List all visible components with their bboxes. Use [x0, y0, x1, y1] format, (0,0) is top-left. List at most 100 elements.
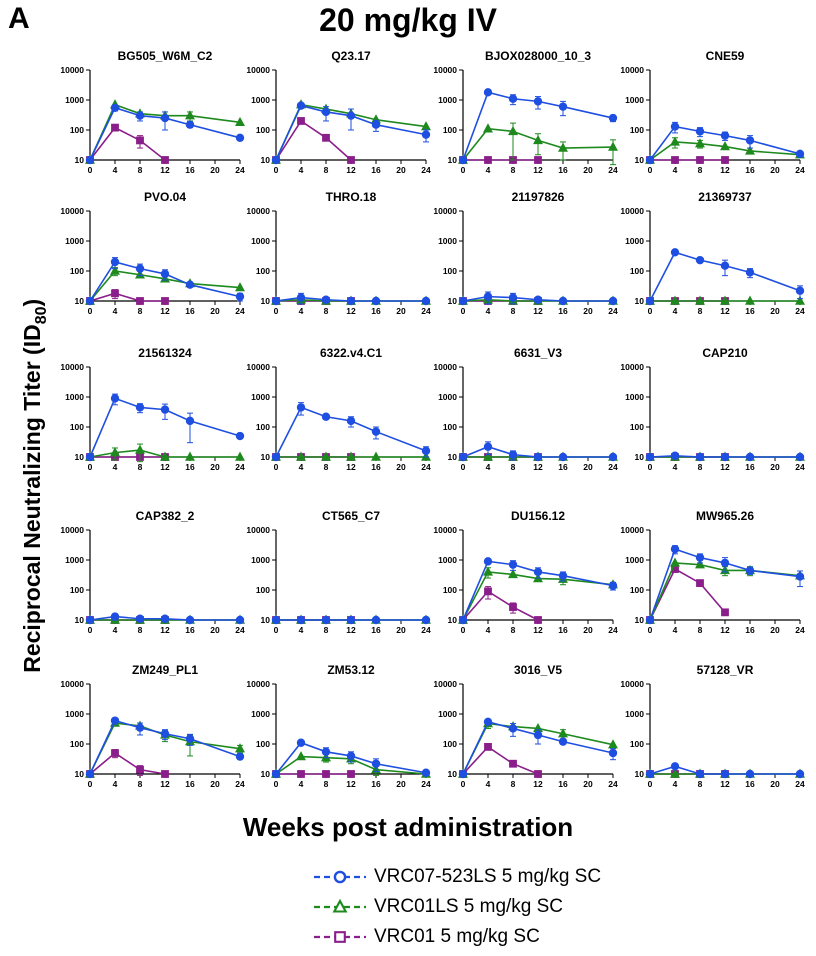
x-tick-label: 12 [720, 165, 730, 175]
y-tick-label: 10 [75, 769, 85, 779]
y-tick-label: 1000 [625, 95, 644, 105]
series-line [462, 127, 614, 161]
data-point [110, 265, 120, 275]
data-point [297, 117, 305, 125]
data-point [185, 110, 195, 120]
x-tick-label: 8 [324, 625, 329, 635]
data-point [111, 289, 119, 298]
data-point [271, 452, 281, 462]
series-line [649, 125, 801, 161]
data-point [608, 113, 618, 123]
data-point [745, 136, 755, 145]
y-tick-label: 10 [635, 769, 645, 779]
data-point [235, 282, 245, 292]
data-point [296, 101, 306, 110]
x-tick-label: 4 [113, 462, 118, 472]
data-point [85, 769, 95, 779]
data-point [346, 111, 356, 120]
data-point [161, 156, 169, 164]
data-point [110, 257, 120, 267]
data-point [235, 431, 245, 441]
data-point [371, 120, 381, 129]
y-tick-label: 1000 [438, 709, 457, 719]
data-point [346, 416, 356, 426]
panel-letter: A [8, 2, 30, 35]
data-point [185, 416, 195, 426]
data-point [321, 747, 331, 756]
series-vrc01 [272, 770, 355, 778]
data-point [296, 403, 306, 412]
data-point [135, 444, 145, 454]
data-point [483, 292, 493, 301]
panel-title: BG505_W6M_C2 [118, 49, 213, 63]
x-tick-label: 16 [558, 625, 568, 635]
data-point [346, 615, 356, 625]
series-line [89, 397, 241, 458]
chart-panel: MW965.26 10 100 1000 10000 0 4 8 12 16 20 24 [620, 509, 805, 635]
data-point [558, 102, 568, 111]
x-tick-label: 20 [583, 779, 593, 789]
series-vrc01 [86, 123, 169, 164]
triangle-marker-icon [314, 898, 366, 913]
data-point [509, 759, 517, 768]
x-tick-label: 0 [461, 462, 466, 472]
panel-title: MW965.26 [696, 509, 754, 523]
data-point [534, 616, 542, 624]
series-line [649, 765, 800, 775]
series-line [649, 548, 801, 621]
data-point [695, 769, 705, 779]
series-line [89, 615, 240, 621]
series-vrc01ls [271, 451, 431, 461]
data-point [421, 296, 431, 306]
x-tick-label: 12 [160, 306, 170, 316]
data-point [558, 142, 568, 152]
circle-marker-icon [314, 870, 366, 884]
data-point [721, 608, 729, 617]
series-line [89, 106, 241, 161]
data-point [347, 156, 355, 164]
panel-title: BJOX028000_10_3 [485, 49, 591, 63]
data-point [458, 296, 468, 306]
chart-panel: 21561324 10 100 1000 10000 0 4 8 12 16 20 24 [60, 346, 245, 472]
data-point [321, 451, 331, 461]
x-tick-label: 0 [648, 462, 653, 472]
x-tick-label: 16 [745, 306, 755, 316]
data-point [720, 558, 730, 568]
data-point [745, 295, 755, 305]
x-tick-label: 8 [511, 165, 516, 175]
data-point [720, 261, 730, 270]
x-tick-label: 0 [88, 165, 93, 175]
data-point [484, 743, 492, 751]
data-point [371, 296, 381, 306]
y-tick-label: 10 [635, 452, 645, 462]
y-tick-label: 100 [443, 266, 457, 276]
x-tick-label: 12 [346, 306, 356, 316]
y-tick-label: 100 [630, 422, 644, 432]
chart-panel: DU156.12 10 100 1000 10000 0 4 8 12 16 20 24 [433, 509, 618, 635]
data-point [670, 136, 680, 146]
data-point [160, 614, 170, 623]
y-tick-label: 10000 [60, 65, 84, 75]
data-point [483, 717, 493, 726]
x-tick-label: 8 [511, 779, 516, 789]
series-line [89, 719, 241, 775]
series-vrc07-523ls [458, 88, 618, 165]
series-vrc07-523ls [645, 762, 805, 779]
x-tick-label: 12 [533, 779, 543, 789]
data-point [534, 156, 542, 164]
data-point [795, 286, 805, 295]
data-point [321, 295, 331, 304]
y-tick-label: 10 [75, 296, 85, 306]
data-point [296, 738, 306, 747]
x-tick-label: 4 [673, 625, 678, 635]
x-tick-label: 12 [533, 625, 543, 635]
x-tick-label: 12 [720, 306, 730, 316]
panel-title: CAP210 [702, 346, 748, 360]
figure-title: 20 mg/kg IV [319, 2, 497, 38]
data-point [85, 296, 95, 306]
chart-panel: BJOX028000_10_3 10 100 1000 10000 0 4 8 12 16 20 24 [433, 49, 618, 175]
panel-title: 21197826 [512, 190, 565, 204]
x-tick-label: 8 [324, 462, 329, 472]
x-tick-label: 4 [299, 462, 304, 472]
y-tick-label: 100 [630, 125, 644, 135]
